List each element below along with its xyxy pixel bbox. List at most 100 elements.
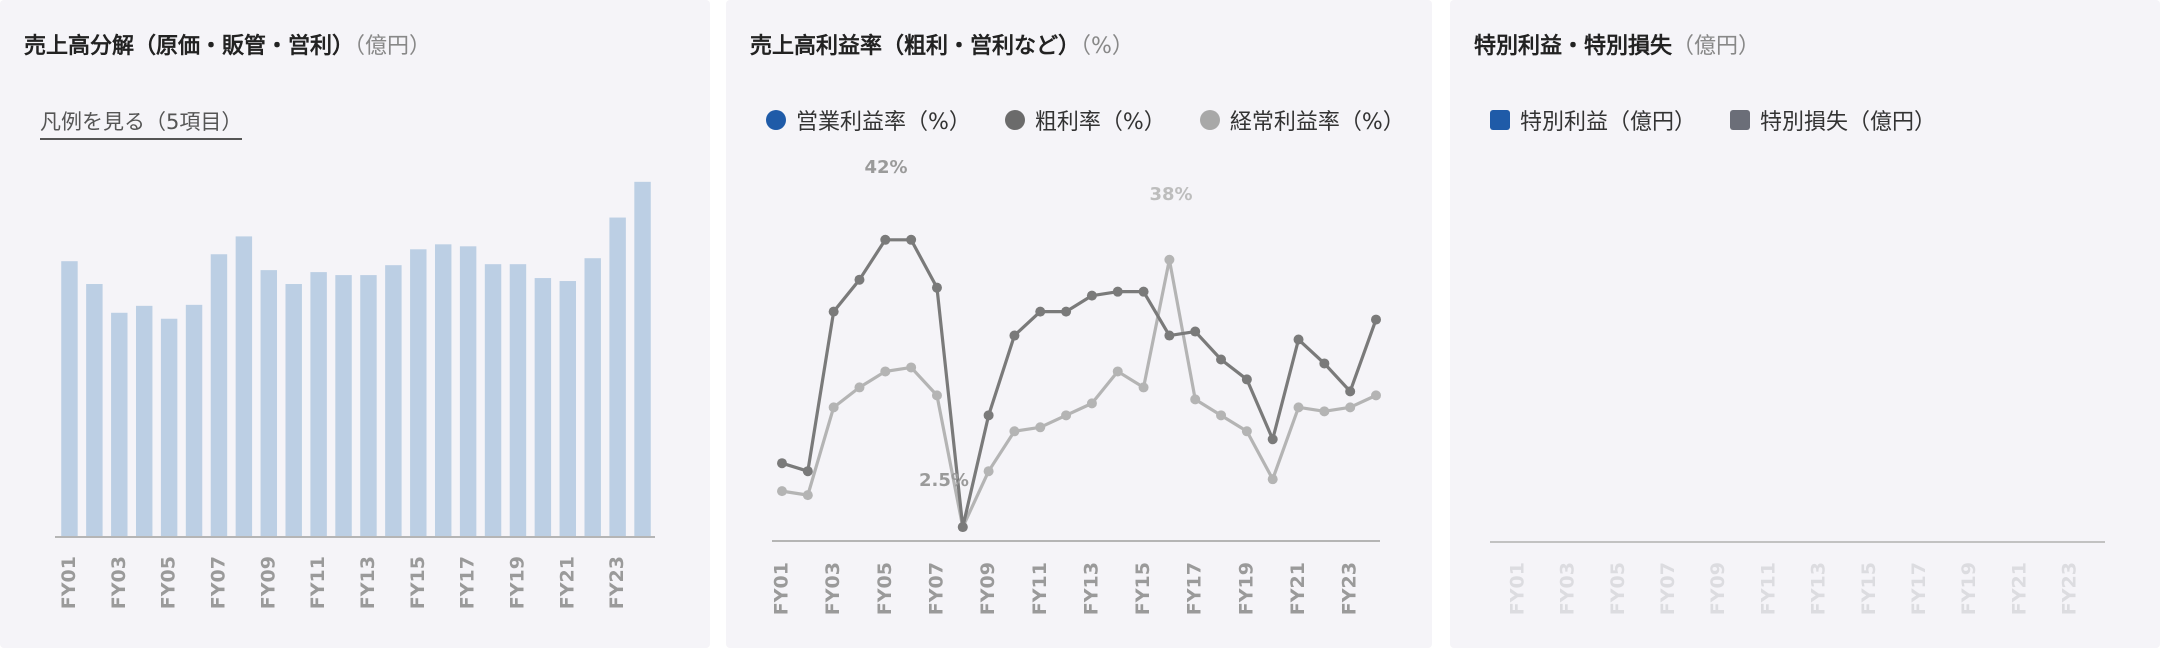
point-FY12[interactable] — [1061, 410, 1072, 421]
bar-FY05[interactable] — [160, 318, 178, 537]
point-FY23[interactable] — [1345, 402, 1356, 413]
point-FY20[interactable] — [1267, 434, 1278, 445]
point-FY09[interactable] — [983, 410, 994, 421]
x-tick-FY03: FY03 — [108, 556, 130, 609]
series-path — [781, 258, 1377, 529]
point-FY14[interactable] — [1112, 286, 1123, 297]
bar-FY15[interactable] — [410, 249, 427, 537]
x-tick-FY23: FY23 — [1339, 562, 1361, 615]
bar-FY07[interactable] — [210, 254, 228, 537]
point-FY02[interactable] — [802, 466, 813, 477]
chart2-unit: （%） — [1080, 34, 1134, 59]
point-FY03[interactable] — [828, 306, 839, 317]
point-FY10[interactable] — [1009, 330, 1020, 341]
chart1-title: 売上高分解（原価・販管・営利）（億円） — [24, 28, 431, 60]
point-FY20[interactable] — [1267, 474, 1278, 485]
point-FY04[interactable] — [854, 274, 865, 285]
x-tick-FY17: FY17 — [1184, 562, 1206, 615]
bar-FY02[interactable] — [86, 284, 103, 537]
point-FY22[interactable] — [1319, 406, 1330, 417]
point-FY13[interactable] — [1086, 398, 1097, 409]
point-FY07[interactable] — [931, 282, 942, 293]
point-FY17[interactable] — [1190, 394, 1201, 405]
point-FY10[interactable] — [1009, 426, 1020, 437]
point-FY02[interactable] — [802, 490, 813, 501]
point-FY21[interactable] — [1293, 402, 1304, 413]
bar-FY03[interactable] — [111, 312, 128, 537]
bar-FY01[interactable] — [61, 261, 78, 537]
point-FY17[interactable] — [1190, 326, 1201, 337]
point-FY24[interactable] — [1371, 314, 1381, 325]
x-tick-FY21: FY21 — [2008, 562, 2030, 615]
bar-FY19[interactable] — [509, 264, 527, 537]
bar-FY22[interactable] — [584, 258, 601, 537]
chart2-title-text: 売上高利益率（粗利・営利など） — [750, 34, 1081, 59]
x-tick-FY07: FY07 — [207, 556, 229, 609]
x-tick-FY09: FY09 — [977, 562, 999, 615]
point-FY11[interactable] — [1035, 306, 1046, 317]
chart2-plot: 42% 38% 2.5% FY01 FY03 FY05 FY07 FY09 FY11 FY13 FY… — [771, 157, 1381, 615]
bar-FY23[interactable] — [609, 217, 626, 537]
point-FY03[interactable] — [828, 402, 839, 413]
chart1-unit: （億円） — [354, 34, 432, 59]
point-FY07[interactable] — [931, 390, 942, 401]
point-FY11[interactable] — [1035, 422, 1046, 433]
bar-FY16[interactable] — [434, 244, 452, 537]
x-tick-FY11: FY11 — [1029, 562, 1051, 615]
bar-FY12[interactable] — [335, 275, 352, 537]
margin-panel: 売上高利益率（粗利・営利など）（%） 営業利益率（%） 粗利率（%） 経常利益率（%… — [726, 0, 1432, 648]
bar-FY10[interactable] — [285, 284, 302, 537]
point-FY16[interactable] — [1164, 254, 1175, 265]
chart3-title-text: 特別利益・特別損失 — [1474, 34, 1673, 59]
chart2-title: 売上高利益率（粗利・営利など）（%） — [750, 28, 1134, 60]
point-FY15[interactable] — [1138, 286, 1149, 297]
point-FY09[interactable] — [983, 466, 994, 477]
point-FY18[interactable] — [1216, 354, 1227, 365]
point-FY08[interactable] — [957, 522, 968, 533]
legend-item-1[interactable]: 粗利率（%） — [1004, 104, 1166, 136]
bar-FY04[interactable] — [135, 305, 153, 537]
point-FY18[interactable] — [1216, 410, 1227, 421]
point-FY01[interactable] — [777, 458, 787, 469]
bar-FY21[interactable] — [559, 281, 577, 537]
point-FY24[interactable] — [1371, 390, 1381, 401]
legend-item-0[interactable]: 営業利益率（%） — [766, 104, 971, 136]
legend-item-1[interactable]: 特別損失（億円） — [1730, 104, 1936, 136]
point-FY06[interactable] — [906, 234, 917, 245]
bar-FY06[interactable] — [185, 304, 203, 537]
bar-FY09[interactable] — [260, 270, 278, 537]
point-FY05[interactable] — [880, 366, 891, 377]
chart1-title-text: 売上高分解（原価・販管・営利） — [24, 34, 355, 59]
point-FY13[interactable] — [1086, 290, 1097, 301]
point-FY15[interactable] — [1138, 382, 1149, 393]
bar-FY18[interactable] — [484, 264, 502, 537]
series-path — [781, 238, 1378, 529]
legend-item-2[interactable]: 経常利益率（%） — [1199, 104, 1404, 136]
legend-label: 営業利益率（%） — [796, 110, 971, 135]
bar-FY24[interactable] — [634, 181, 651, 538]
bar-FY17[interactable] — [459, 246, 477, 537]
point-FY21[interactable] — [1293, 334, 1304, 345]
bar-FY14[interactable] — [385, 265, 402, 537]
legend-item-0[interactable]: 特別利益（億円） — [1490, 104, 1696, 136]
legend-toggle-link[interactable]: 凡例を見る（5項目） — [40, 106, 243, 140]
point-FY14[interactable] — [1112, 366, 1123, 377]
point-FY06[interactable] — [906, 362, 917, 373]
point-FY01[interactable] — [777, 486, 787, 497]
x-tick-FY11: FY11 — [1757, 562, 1779, 615]
chart3-title: 特別利益・特別損失（億円） — [1474, 28, 1760, 60]
point-FY19[interactable] — [1241, 426, 1252, 437]
point-FY05[interactable] — [880, 234, 891, 245]
point-FY16[interactable] — [1164, 330, 1175, 341]
x-tick-FY23: FY23 — [606, 556, 628, 609]
point-FY04[interactable] — [854, 382, 865, 393]
bar-FY13[interactable] — [360, 275, 377, 537]
point-FY22[interactable] — [1319, 358, 1330, 369]
bar-FY11[interactable] — [310, 272, 327, 537]
annotation-label-2: 2.5% — [919, 470, 969, 491]
bar-FY08[interactable] — [235, 236, 253, 538]
point-FY23[interactable] — [1345, 386, 1356, 397]
bar-FY20[interactable] — [534, 278, 552, 537]
point-FY19[interactable] — [1241, 374, 1252, 385]
point-FY12[interactable] — [1061, 306, 1072, 317]
